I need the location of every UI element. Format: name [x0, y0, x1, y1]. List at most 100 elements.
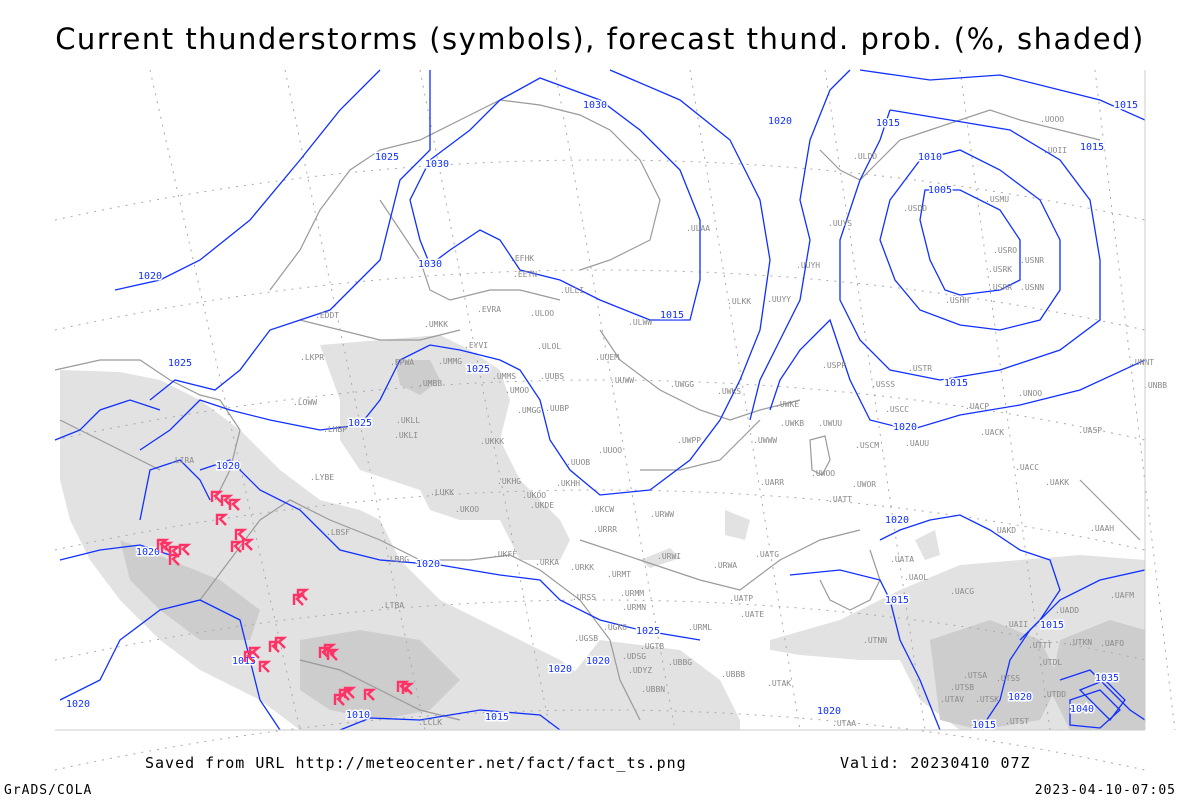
- station-label: .USRR: [988, 283, 1012, 292]
- station-label: .UKLI: [394, 431, 418, 440]
- station-label: .UASP: [1078, 426, 1102, 435]
- isobar-label: 1020: [817, 706, 841, 717]
- station-label: .LUKK: [430, 488, 454, 497]
- station-label: .UKFF: [493, 550, 517, 559]
- station-label: .UUBS: [540, 372, 564, 381]
- station-label: .LKPR: [300, 353, 324, 362]
- map-title: Current thunderstorms (symbols), forecas…: [55, 22, 1145, 56]
- station-label: .URKK: [570, 563, 594, 572]
- isobar-line: [1078, 679, 1126, 721]
- generated-timestamp: 2023-04-10-07:05: [1034, 783, 1176, 798]
- isobar-label: 1020: [136, 547, 160, 558]
- thunderstorm-flag-stroke: [220, 494, 234, 507]
- station-label: .UATT: [828, 495, 852, 504]
- isobar-label: 1020: [416, 559, 440, 570]
- probability-area-high: [930, 620, 1060, 730]
- isobar-line: [1059, 669, 1146, 721]
- station-label: .URMT: [607, 570, 631, 579]
- thunderstorm-symbols: [156, 490, 415, 706]
- station-label: .UAUU: [905, 439, 929, 448]
- coastline: [1079, 479, 1141, 541]
- station-label: .UUBP: [545, 404, 569, 413]
- thunderstorm-flag-stroke: [178, 543, 192, 556]
- thunderstorm-flag-stroke: [343, 686, 357, 699]
- isobar-label: 1030: [583, 100, 607, 111]
- isobar-label: 1015: [660, 310, 684, 321]
- station-label: .UNBB: [1143, 381, 1167, 390]
- station-label: .UATE: [740, 610, 764, 619]
- isobar-label: 1030: [418, 259, 442, 270]
- isobar-line: [139, 459, 211, 521]
- isobar-line: [919, 189, 1021, 296]
- station-label: .USHH: [945, 296, 969, 305]
- thunderstorm-flag-icon: [228, 498, 242, 511]
- isobar-line: [54, 399, 161, 441]
- isobar-line: [139, 69, 771, 496]
- station-label: .UADD: [1055, 606, 1079, 615]
- probability-area-low: [560, 640, 740, 730]
- coastline: [269, 99, 661, 291]
- coastline: [809, 435, 831, 476]
- station-label: .ULLI: [560, 286, 584, 295]
- thunderstorm-flag-icon: [234, 528, 248, 541]
- station-label: .UMGG: [517, 406, 541, 415]
- station-label: .ULWW: [628, 318, 652, 327]
- isobar-label: 1015: [944, 378, 968, 389]
- isobar-label: 1010: [346, 710, 370, 721]
- station-label: .USTR: [908, 364, 932, 373]
- thunderstorm-flag-icon: [156, 538, 170, 551]
- coastline: [299, 319, 461, 341]
- isobar-label: 1015: [1114, 100, 1138, 111]
- station-label: .UMMS: [492, 372, 516, 381]
- parallel-line: [54, 159, 1146, 221]
- station-label: .EFHK: [510, 254, 534, 263]
- thunderstorm-flag-stroke: [401, 682, 415, 695]
- thunderstorm-flag-icon: [274, 636, 288, 649]
- thunderstorm-flag-stroke: [215, 513, 229, 526]
- thunderstorm-flag-icon: [178, 543, 192, 556]
- station-label: .EVRA: [477, 305, 501, 314]
- station-label: .URKA: [535, 558, 559, 567]
- coastline: [379, 199, 561, 301]
- thunderstorm-flag-stroke: [168, 553, 182, 566]
- isobar-label: 1030: [425, 159, 449, 170]
- station-label: .UWOO: [811, 469, 835, 478]
- station-label: .UKHG: [497, 477, 521, 486]
- station-label: .UKOO: [522, 491, 546, 500]
- isobar-label: 1020: [893, 422, 917, 433]
- station-label: .UMKK: [424, 320, 448, 329]
- station-label: .LTBA: [380, 601, 404, 610]
- station-label: .UTSS: [996, 674, 1020, 683]
- station-label: .UTSB: [950, 683, 974, 692]
- coastline: [640, 419, 761, 471]
- station-label: .UUWW: [610, 376, 634, 385]
- station-label: .EYVI: [464, 341, 488, 350]
- station-label: .EETN: [513, 270, 537, 279]
- isobar-line: [199, 459, 701, 641]
- station-label: .USNR: [1020, 256, 1044, 265]
- isobar-label: 1015: [876, 118, 900, 129]
- isobar-label: 1005: [928, 185, 952, 196]
- station-label: .USRO: [993, 246, 1017, 255]
- isobar-label: 1015: [485, 712, 509, 723]
- isobar-line: [859, 69, 1146, 121]
- station-label: .UMMG: [438, 357, 462, 366]
- isobar-label: 1015: [1080, 142, 1104, 153]
- station-label: .UGSB: [574, 634, 598, 643]
- station-label: .ULDD: [853, 152, 877, 161]
- station-label: .UKKK: [480, 437, 504, 446]
- station-label: .UAAH: [1090, 524, 1114, 533]
- probability-area-high: [1050, 620, 1145, 730]
- thunderstorm-flag-icon: [258, 660, 272, 673]
- isobar-line: [979, 569, 1146, 731]
- station-label: .UBBB: [721, 670, 745, 679]
- station-label: .UAFO: [1100, 639, 1124, 648]
- isobar-label: 1035: [1095, 673, 1119, 684]
- isobar-label: 1020: [548, 664, 572, 675]
- isobar-line: [59, 599, 281, 731]
- thunderstorm-flag-stroke: [248, 646, 262, 659]
- isobar-line: [879, 149, 1061, 331]
- station-label: .UAII: [1004, 620, 1028, 629]
- isobar-line: [59, 544, 171, 561]
